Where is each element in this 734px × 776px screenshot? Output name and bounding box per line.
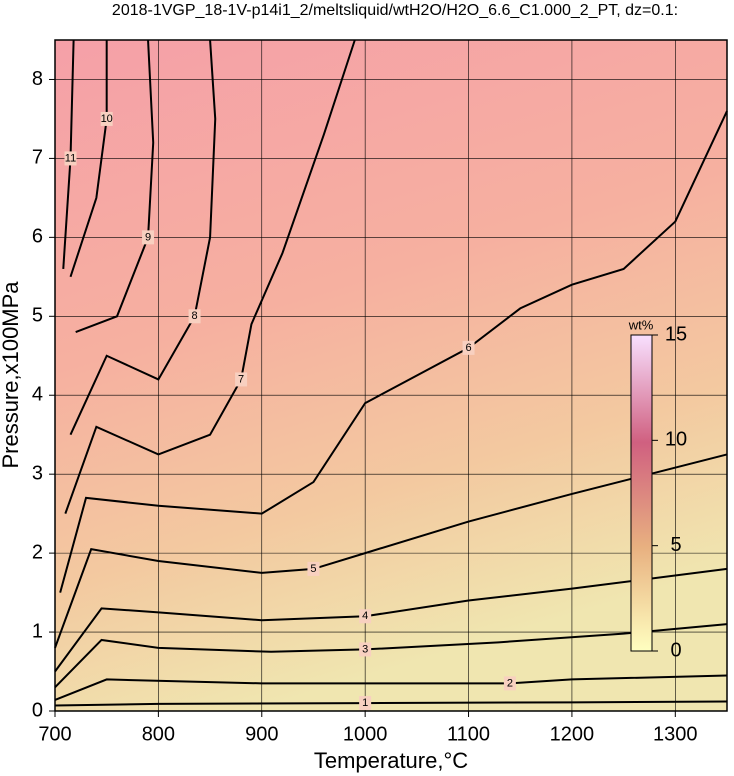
x-axis-label: Temperature,°C [314,748,468,773]
contour-label: 7 [238,373,244,385]
x-tick-label: 700 [38,723,71,745]
y-tick-label: 1 [32,620,43,642]
contour-label-bg [359,609,372,624]
chart-title: 2018-1VGP_18-1V-p14i1_2/meltsliquid/wtH2… [112,2,678,19]
colorbar-tick-label: 15 [665,323,687,345]
contour-label-bg [462,340,475,355]
y-tick-label: 4 [32,384,43,406]
x-tick-label: 1000 [343,723,388,745]
contour-label: 5 [310,563,316,575]
contour-label: 3 [362,643,368,655]
contour-label: 1 [362,697,368,709]
plot-background [55,40,727,711]
plot-frame [54,39,728,712]
contour-label-bg [235,372,248,387]
contour-label: 10 [101,113,113,125]
contour-line [69,40,108,278]
contour-label: 11 [65,152,76,164]
contour-label: 8 [192,310,198,322]
y-axis-label: Pressure,x100MPa [0,281,23,469]
x-tick-label: 1300 [653,723,698,745]
contour-label-bg [503,676,516,691]
y-tick-label: 2 [32,541,43,563]
x-tick-label: 800 [142,723,175,745]
colorbar-tick-label: 0 [670,639,681,661]
y-tick-label: 0 [32,699,43,721]
contour-label: 9 [145,231,151,243]
colorbar-tick-label: 5 [670,534,681,556]
x-tick-label: 1100 [447,723,490,745]
contour-line [59,110,728,593]
contour-label-bg [64,151,77,166]
contour-line [54,623,728,689]
colorbar-label: wt% [628,317,654,332]
y-tick-label: 3 [32,462,43,484]
contour-label-bg [188,309,201,324]
contour-label-bg [359,696,372,711]
y-tick-label: 8 [32,68,43,90]
contour-label: 2 [507,677,513,689]
contour-line [54,674,728,701]
contour-label: 4 [362,610,368,622]
plot-area: 1 2 3 4 5 6 7 8 9 10 11 [54,39,728,712]
contour-label: 6 [465,342,471,354]
contour-label-bg [307,561,320,576]
colorbar [630,334,653,652]
contour-label-bg [142,230,155,245]
y-tick-label: 5 [32,305,43,327]
y-tick-label: 7 [32,147,43,169]
contour-label-bg [359,642,372,657]
contour-line [54,567,728,673]
contour-label-bg [100,111,113,126]
y-tick-label: 6 [32,226,43,248]
x-tick-label: 900 [245,723,278,745]
colorbar-tick-label: 10 [665,429,687,451]
x-tick-label: 1200 [550,723,595,745]
